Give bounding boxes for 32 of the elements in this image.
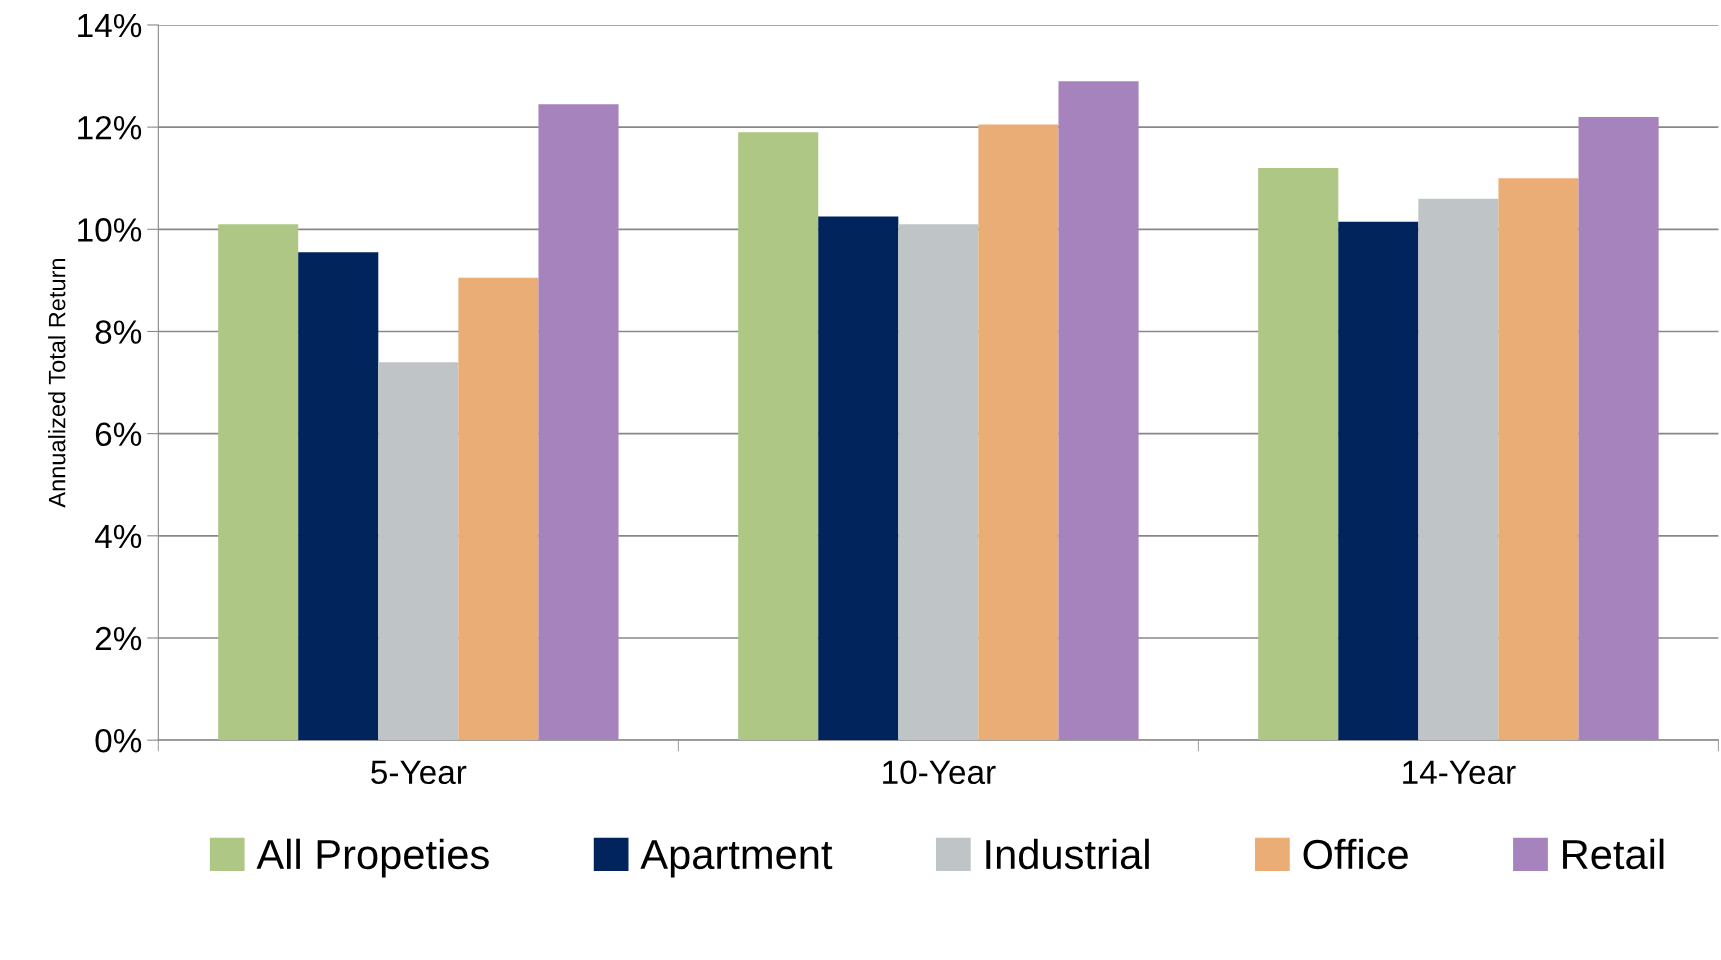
- bar: [1258, 168, 1339, 741]
- bar: [978, 124, 1059, 741]
- y-tick-label: 14%: [78, 13, 142, 38]
- bar: [1338, 221, 1419, 741]
- bar: [378, 362, 459, 741]
- legend-label: Retail: [1563, 838, 1664, 870]
- x-tick-label: 5-Year: [371, 760, 467, 785]
- bar: [1498, 178, 1579, 741]
- legend-label: Industrial: [986, 838, 1149, 870]
- bar: [1058, 81, 1139, 741]
- y-tick-label: 2%: [95, 626, 142, 651]
- bar: [1418, 198, 1499, 741]
- bar: [738, 132, 819, 741]
- y-tick-label: 4%: [94, 524, 142, 549]
- y-tick-label: 10%: [78, 218, 142, 242]
- y-tick-label: 0%: [95, 728, 142, 753]
- x-tick-label: 14-Year: [1403, 760, 1516, 785]
- bar: [898, 224, 979, 741]
- bar: [298, 252, 379, 741]
- bar: [538, 104, 619, 741]
- x-tick-label: 10-Year: [883, 760, 996, 785]
- bar: [1578, 116, 1659, 741]
- y-axis-title: Annualized Total Return: [48, 258, 66, 508]
- y-tick-label: 6%: [95, 422, 142, 447]
- bar: [218, 224, 299, 741]
- bar: [458, 277, 539, 741]
- legend-label: All Propeties: [256, 838, 489, 878]
- bar: [818, 216, 899, 741]
- y-tick-label: 8%: [95, 320, 142, 344]
- y-tick-label: 12%: [78, 115, 142, 140]
- legend-label: Apartment: [640, 840, 833, 878]
- legend-label: Office: [1303, 838, 1408, 870]
